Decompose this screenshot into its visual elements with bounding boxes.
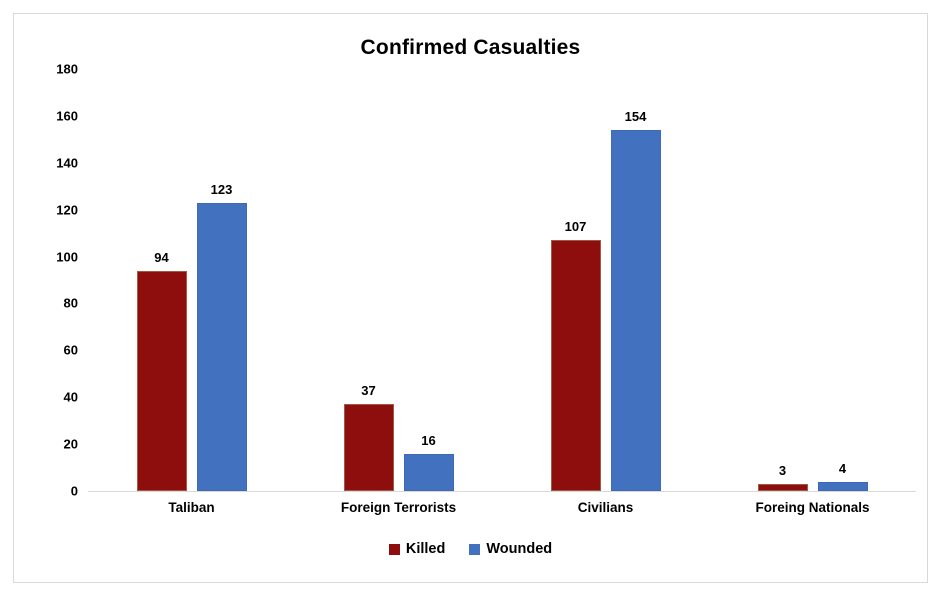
legend-swatch-wounded <box>469 543 481 555</box>
legend-label: Killed <box>405 541 446 557</box>
bar-value-label: 94 <box>154 249 169 265</box>
chart-legend: Killed Wounded <box>14 541 927 557</box>
x-axis-category-label: Foreign Terrorists <box>340 500 457 515</box>
x-axis-baseline <box>88 491 916 492</box>
y-axis-tick-label: 120 <box>56 202 78 218</box>
bar-value-label: 3 <box>778 462 787 478</box>
bar-value-label: 123 <box>210 181 233 197</box>
bar-value-label: 154 <box>624 108 647 124</box>
bar-group-bars: 94 123 <box>88 69 295 491</box>
y-axis-tick-label: 60 <box>63 342 78 358</box>
y-axis-tick-label: 160 <box>56 108 78 124</box>
bar-value-label: 107 <box>564 219 587 235</box>
x-axis-category-label: Foreing Nationals <box>755 500 870 515</box>
bar-killed-foreing-nationals[interactable] <box>757 483 808 491</box>
bar-value-label: 16 <box>421 432 436 448</box>
bar-group-bars: 107 154 <box>502 69 709 491</box>
y-axis-tick-label: 40 <box>63 389 78 405</box>
bar-wounded-foreign-terrorists[interactable] <box>403 453 454 491</box>
bar-wounded-taliban[interactable] <box>196 202 247 491</box>
bar-value-label: 4 <box>838 460 847 476</box>
x-axis-category-label: Taliban <box>168 500 215 515</box>
bar-wounded-foreing-nationals[interactable] <box>817 481 868 491</box>
bar-wounded-civilians[interactable] <box>610 129 661 491</box>
y-axis-tick-label: 180 <box>56 61 78 77</box>
x-axis-category-label: Civilians <box>577 500 634 515</box>
plot-area: 94 123 37 16 107 154 3 4 <box>88 69 916 491</box>
bar-group: 107 154 <box>502 69 709 491</box>
y-axis-tick-label: 140 <box>56 155 78 171</box>
bar-killed-taliban[interactable] <box>136 270 187 491</box>
legend-item-killed[interactable]: Killed <box>388 541 446 557</box>
legend-swatch-killed <box>388 543 400 555</box>
bar-group-bars: 37 16 <box>295 69 502 491</box>
y-axis-tick-label: 0 <box>70 483 78 499</box>
chart-frame: Confirmed Casualties 180 160 140 120 100 80 60… <box>13 13 928 583</box>
legend-item-wounded[interactable]: Wounded <box>469 541 552 557</box>
y-axis-tick-label: 100 <box>56 249 78 265</box>
y-axis-tick-label: 20 <box>63 436 78 452</box>
bar-group: 37 16 <box>295 69 502 491</box>
bar-group: 94 123 <box>88 69 295 491</box>
bar-killed-civilians[interactable] <box>550 240 601 491</box>
bar-killed-foreign-terrorists[interactable] <box>343 404 394 491</box>
y-axis: 180 160 140 120 100 80 60 40 20 0 <box>14 62 84 499</box>
y-axis-tick-label: 80 <box>63 295 78 311</box>
bar-value-label: 37 <box>361 383 376 399</box>
chart-title: Confirmed Casualties <box>360 36 581 59</box>
legend-label: Wounded <box>486 541 553 557</box>
